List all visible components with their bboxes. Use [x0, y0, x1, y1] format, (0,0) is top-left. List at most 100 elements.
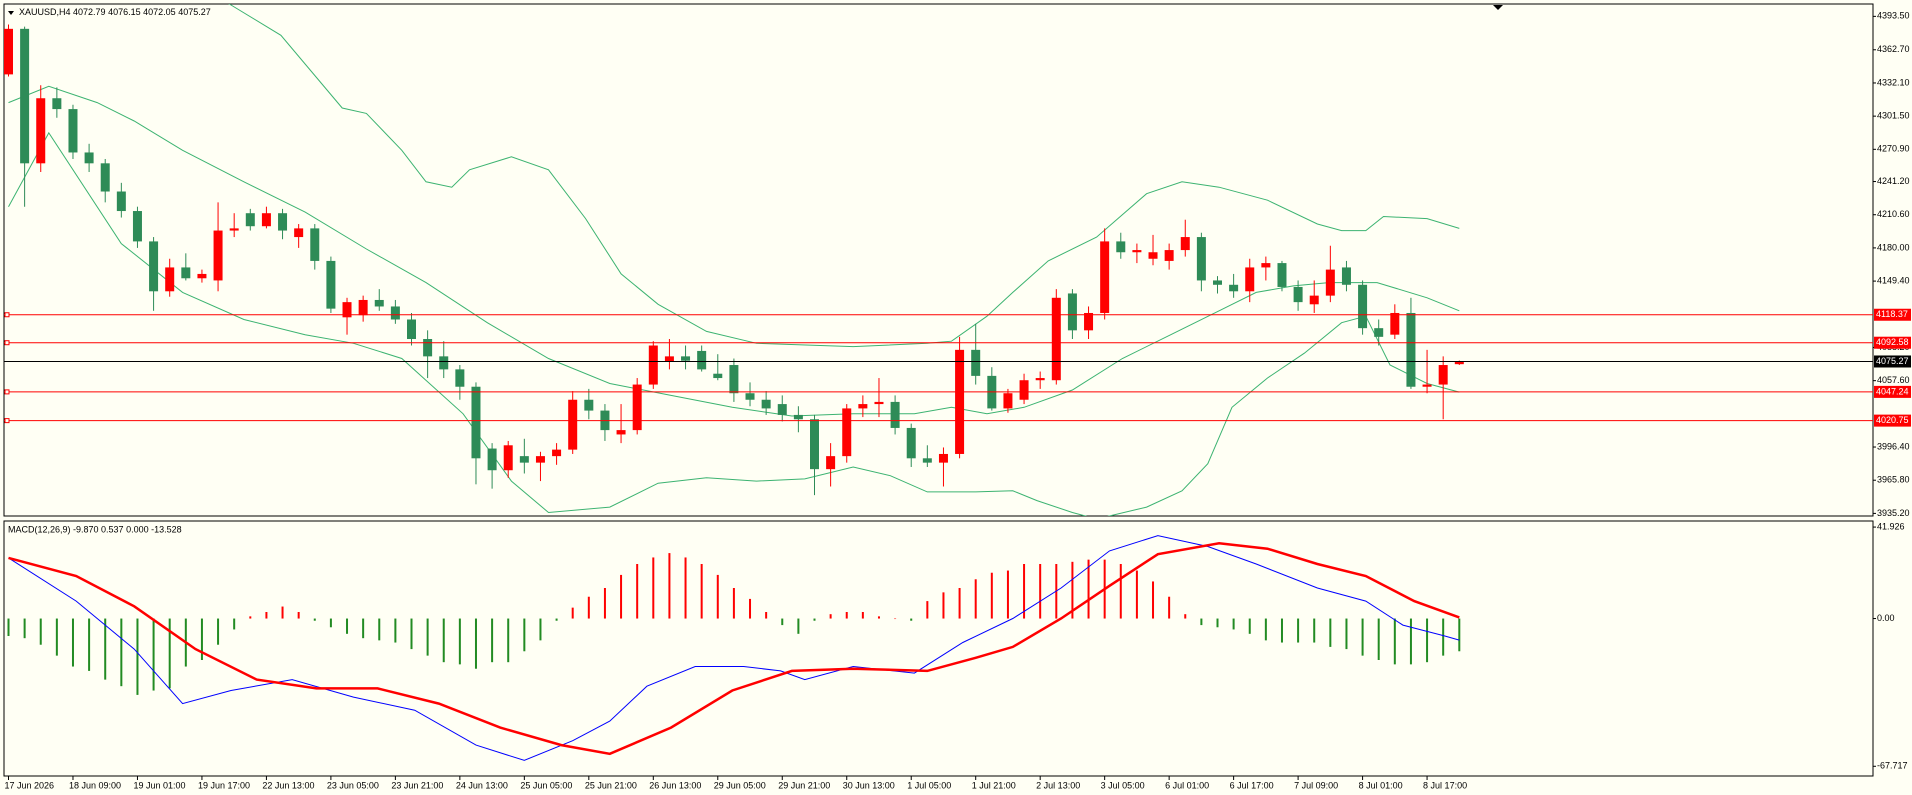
histogram-bar — [539, 618, 542, 641]
x-tick-label: 6 Jul 17:00 — [1230, 780, 1274, 790]
y-tick-label: 4180.00 — [1877, 242, 1910, 252]
x-tick-label: 17 Jun 2026 — [5, 780, 55, 790]
candle-body — [1422, 384, 1432, 387]
candle-body — [423, 339, 433, 357]
histogram-bar — [1248, 618, 1251, 634]
histogram-bar — [1313, 618, 1316, 643]
candle-body — [1438, 365, 1448, 385]
histogram-bar — [894, 618, 897, 620]
candle-body — [681, 356, 691, 361]
symbol: XAUUSD,H4 — [19, 7, 71, 17]
histogram-bar — [491, 618, 494, 663]
candle-body — [1084, 312, 1094, 331]
candle-body — [1406, 312, 1416, 387]
histogram-bar — [1297, 618, 1300, 643]
y-tick-label: -67.717 — [1877, 761, 1908, 771]
histogram-bar — [587, 596, 590, 619]
close-value: 4075.27 — [178, 7, 211, 17]
candle-body — [874, 401, 884, 405]
candle-body — [1035, 378, 1045, 381]
histogram-bar — [394, 618, 397, 643]
candle-body — [503, 445, 513, 471]
candle-body — [84, 152, 94, 164]
histogram-bar — [1393, 618, 1396, 665]
y-tick-label: 4362.70 — [1877, 44, 1910, 54]
candle-body — [1051, 297, 1061, 381]
x-tick-label: 24 Jun 13:00 — [456, 780, 508, 790]
histogram-bar — [652, 557, 655, 619]
x-tick-label: 23 Jun 05:00 — [327, 780, 379, 790]
level-label-box — [1874, 336, 1911, 349]
histogram-bar — [861, 611, 864, 619]
candle-body — [36, 98, 46, 164]
histogram-bar — [974, 579, 977, 619]
candle-body — [374, 299, 384, 307]
candle-body — [729, 365, 739, 394]
histogram-bar — [1361, 618, 1364, 656]
histogram-bar — [346, 618, 349, 634]
candle-body — [955, 349, 965, 454]
histogram-bar — [71, 618, 74, 667]
histogram-bar — [378, 618, 381, 641]
y-tick-label: 4241.20 — [1877, 176, 1910, 186]
histogram-bar — [603, 588, 606, 619]
candle-body — [1341, 267, 1351, 285]
candle-body — [1213, 280, 1222, 285]
candle-body — [1358, 284, 1368, 329]
price-label: 4075.27 — [1876, 356, 1909, 366]
candle-body — [229, 228, 239, 231]
indicator-line — [8, 131, 1460, 516]
candle-body — [697, 350, 707, 370]
candle-body — [1390, 312, 1400, 335]
candle-body — [213, 230, 223, 281]
candle-body — [648, 345, 658, 385]
candle-body — [245, 213, 255, 227]
candle-body — [1067, 293, 1077, 331]
candle-body — [1180, 237, 1190, 251]
histogram-bar — [1329, 618, 1332, 647]
candle-body — [1245, 267, 1255, 292]
histogram-bar — [1200, 618, 1203, 626]
candle-body — [810, 419, 819, 470]
candle-body — [471, 386, 481, 459]
histogram-bar — [700, 564, 703, 619]
x-tick-label: 25 Jun 21:00 — [585, 780, 637, 790]
histogram-bar — [990, 572, 993, 619]
histogram-bar — [1232, 618, 1235, 630]
candle-body — [407, 319, 416, 340]
candle-body — [149, 241, 159, 292]
histogram-bar — [458, 618, 461, 665]
candle-body — [1003, 393, 1013, 409]
y-tick-label: 4057.60 — [1877, 375, 1910, 385]
candle-body — [713, 373, 723, 379]
candle-body — [68, 109, 78, 153]
candle-body — [906, 427, 916, 459]
price-panel — [3, 3, 1874, 517]
histogram-bar — [797, 618, 800, 634]
histogram-bar — [265, 611, 268, 619]
candle-body — [552, 449, 562, 457]
candle-body — [1196, 237, 1206, 281]
histogram-bar — [1168, 596, 1171, 619]
candle-body — [439, 356, 449, 370]
x-tick-label: 1 Jul 05:00 — [907, 780, 951, 790]
indicator-line — [8, 535, 1460, 761]
histogram-bar — [942, 592, 945, 619]
y-tick-label: 0.00 — [1877, 613, 1895, 623]
histogram-bar — [877, 616, 880, 619]
histogram-bar — [1280, 618, 1283, 643]
candle-body — [116, 191, 126, 212]
indicator-line — [8, 85, 1460, 417]
candle-body — [858, 404, 868, 409]
y-tick-label: 3935.20 — [1877, 508, 1910, 518]
x-tick-label: 6 Jul 01:00 — [1165, 780, 1209, 790]
candle-body — [278, 213, 288, 231]
histogram-bar — [104, 618, 107, 680]
macd-panel — [3, 520, 1874, 777]
candle-body — [197, 273, 207, 279]
level-label: 4092.58 — [1876, 337, 1909, 347]
candle-body — [487, 448, 497, 471]
histogram-bar — [1184, 614, 1187, 619]
candle-body — [842, 408, 852, 457]
